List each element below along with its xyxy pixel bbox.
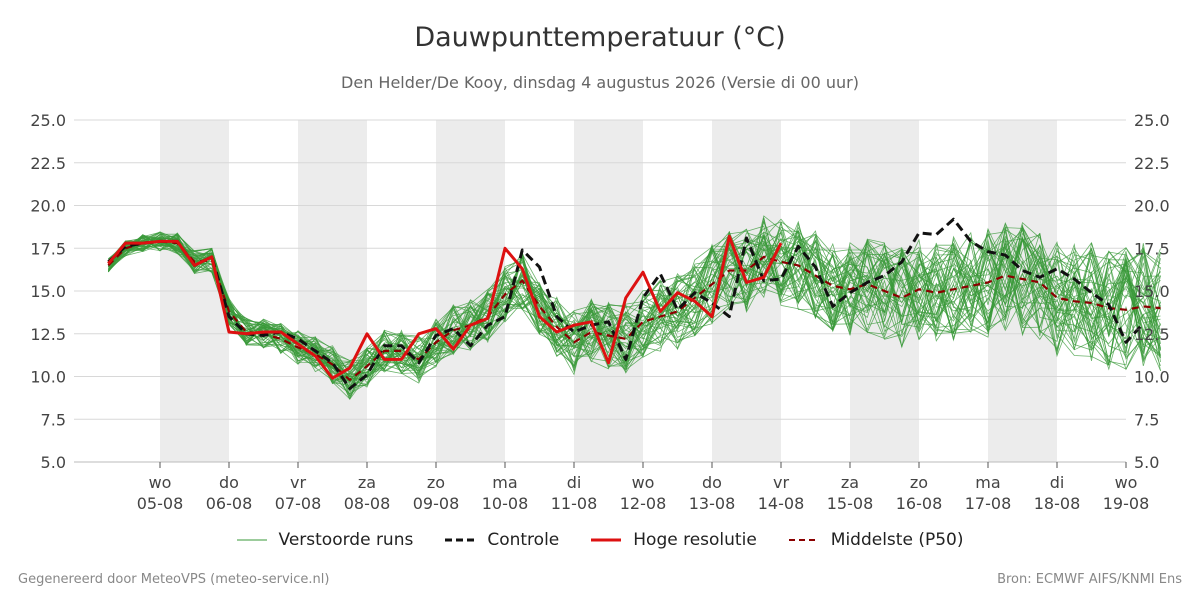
legend-label: Verstoorde runs [278,530,414,550]
footer-source: Bron: ECMWF AIFS/KNMI Ens [997,572,1182,587]
x-tick-date: 08-08 [344,494,391,513]
y-tick-label-right: 7.5 [1134,410,1159,429]
ensemble-member-line [107,226,1161,387]
legend-item-hires: Hoge resolutie [591,530,757,550]
ensemble-member-line [107,228,1161,378]
y-tick-label-left: 10.0 [30,368,66,387]
y-tick-label-right: 25.0 [1134,111,1170,130]
y-tick-label-left: 7.5 [41,410,66,429]
legend-label: Controle [487,530,560,550]
y-tick-label-right: 17.5 [1134,239,1170,258]
legend-item-ensemble: Verstoorde runs [236,530,414,550]
x-tick-day: za [358,473,376,492]
ensemble-member-line [107,233,1161,397]
y-tick-label-left: 22.5 [30,154,66,173]
legend-swatch-ensemble [236,539,267,541]
ensemble-member-line [108,229,1161,384]
y-tick-label-left: 20.0 [30,197,66,216]
legend-item-control: Controle [445,530,559,550]
axes: 5.0 5.0 7.5 7.5 10.0 10.0 12.5 12.5 15.0 15.0 17.5… [30,111,1169,513]
y-tick-label-left: 5.0 [41,453,66,472]
x-tick-date: 17-08 [965,494,1012,513]
y-tick-label-right: 22.5 [1134,154,1170,173]
x-tick-day: za [841,473,859,492]
x-tick-date: 10-08 [482,494,529,513]
y-tick-label-left: 17.5 [30,239,66,258]
x-tick-day: di [567,473,582,492]
footer-generator: Gegenereerd door MeteoVPS (meteo-service… [18,572,330,587]
ensemble-member-line [108,225,1161,368]
x-tick-day: do [702,473,722,492]
x-tick-date: 13-08 [689,494,736,513]
x-tick-date: 07-08 [275,494,322,513]
x-tick-day: do [219,473,239,492]
ensemble-member-line [108,232,1161,374]
x-tick-day: wo [1115,473,1138,492]
x-tick-date: 05-08 [137,494,184,513]
x-tick-day: vr [773,473,789,492]
y-tick-label-right: 12.5 [1134,325,1170,344]
legend-label: Middelste (P50) [830,530,964,550]
x-tick-date: 12-08 [620,494,667,513]
x-tick-day: wo [632,473,655,492]
x-tick-day: ma [492,473,517,492]
y-tick-label-left: 15.0 [30,282,66,301]
x-tick-date: 15-08 [827,494,874,513]
x-tick-day: zo [427,473,445,492]
x-tick-day: zo [910,473,928,492]
median-line [107,240,1161,381]
main-series [107,217,1161,390]
ensemble-member-line [108,227,1161,386]
legend: Verstoorde runs Controle Hoge resolutie … [0,530,1200,550]
legend-swatch-median [788,539,819,541]
x-tick-day: di [1050,473,1065,492]
legend-swatch-hires [591,538,622,542]
x-tick-date: 06-08 [206,494,253,513]
legend-swatch-control [445,538,476,542]
x-tick-date: 19-08 [1103,494,1150,513]
ensemble-member-line [107,235,1161,379]
legend-label: Hoge resolutie [633,530,757,550]
x-tick-date: 14-08 [758,494,805,513]
chart-subtitle: Den Helder/De Kooy, dinsdag 4 augustus 2… [341,73,859,92]
y-tick-label-right: 5.0 [1134,453,1159,472]
x-tick-date: 11-08 [551,494,598,513]
hires-line [107,234,783,380]
y-tick-label-left: 12.5 [30,325,66,344]
ensemble-member-line [108,230,1161,388]
x-tick-day: ma [975,473,1000,492]
y-tick-label-right: 10.0 [1134,368,1170,387]
x-tick-day: vr [290,473,306,492]
x-tick-date: 09-08 [413,494,460,513]
y-tick-label-right: 15.0 [1134,282,1170,301]
legend-item-median: Middelste (P50) [788,530,964,550]
ensemble-member-line [107,227,1161,389]
x-tick-day: wo [149,473,172,492]
x-tick-date: 16-08 [896,494,943,513]
x-tick-date: 18-08 [1034,494,1081,513]
y-tick-label-left: 25.0 [30,111,66,130]
y-tick-label-right: 20.0 [1134,197,1170,216]
chart-title: Dauwpunttemperatuur (°C) [414,22,786,53]
